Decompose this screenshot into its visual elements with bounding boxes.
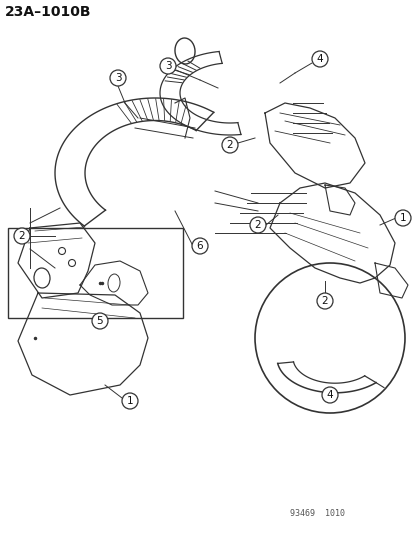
Text: 6: 6 bbox=[196, 241, 203, 251]
Circle shape bbox=[14, 228, 30, 244]
Circle shape bbox=[316, 293, 332, 309]
Text: 1: 1 bbox=[126, 396, 133, 406]
Text: 4: 4 bbox=[316, 54, 323, 64]
Text: 5: 5 bbox=[97, 316, 103, 326]
Text: 2: 2 bbox=[226, 140, 233, 150]
Text: 3: 3 bbox=[164, 61, 171, 71]
Circle shape bbox=[159, 58, 176, 74]
Text: 4: 4 bbox=[326, 390, 332, 400]
Text: 3: 3 bbox=[114, 73, 121, 83]
Circle shape bbox=[394, 210, 410, 226]
Text: 93469  1010: 93469 1010 bbox=[289, 509, 344, 518]
Text: 2: 2 bbox=[19, 231, 25, 241]
Text: 2: 2 bbox=[321, 296, 328, 306]
Circle shape bbox=[192, 238, 207, 254]
Circle shape bbox=[221, 137, 237, 153]
Circle shape bbox=[122, 393, 138, 409]
Text: 1: 1 bbox=[399, 213, 405, 223]
Text: 23A–1010B: 23A–1010B bbox=[5, 5, 91, 19]
Circle shape bbox=[92, 313, 108, 329]
Circle shape bbox=[249, 217, 266, 233]
Circle shape bbox=[321, 387, 337, 403]
Circle shape bbox=[311, 51, 327, 67]
Circle shape bbox=[110, 70, 126, 86]
Text: 2: 2 bbox=[254, 220, 261, 230]
